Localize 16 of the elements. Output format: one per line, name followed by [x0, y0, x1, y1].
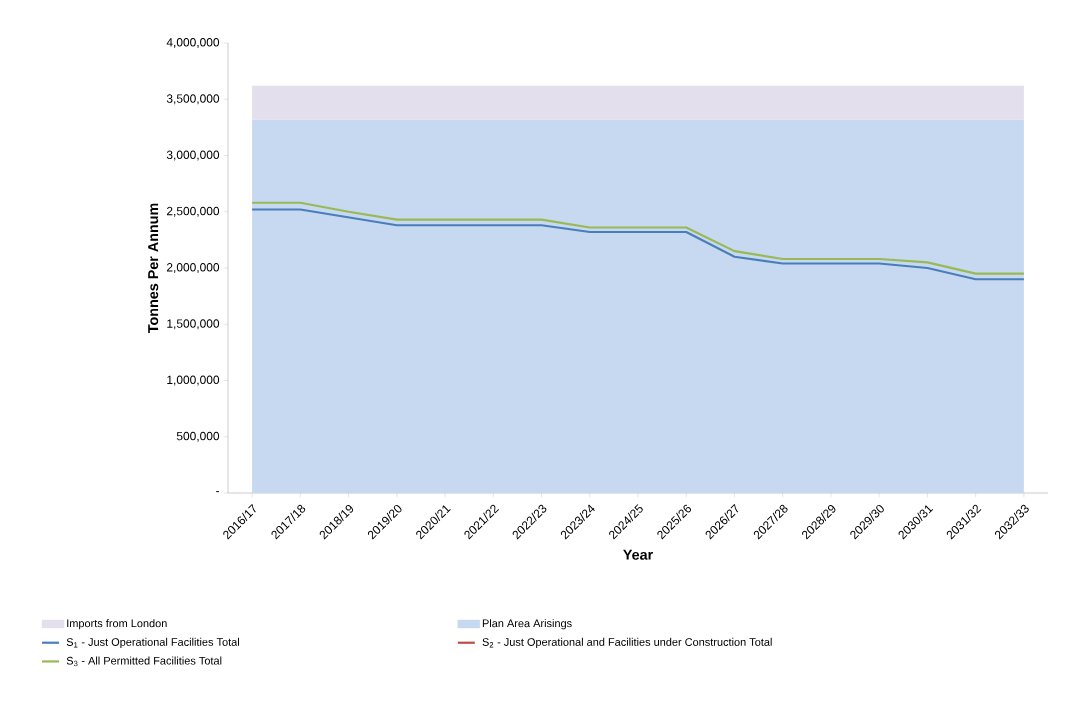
legend-label: S$_{2}$ - Just Operational and Facilities under Construction Total	[482, 637, 772, 649]
y-tick-label: 3,500,000	[166, 94, 220, 105]
legend-label: S$_{1}$ - Just Operational Facilities Total	[66, 637, 239, 649]
legend-label: S$_{3}$ - All Permitted Facilities Total	[66, 656, 222, 667]
y-axis-title: Tonnes Per Annum	[148, 203, 159, 334]
y-tick-label: 1,500,000	[167, 319, 220, 330]
legend-label: Plan Area Arisings	[482, 619, 572, 630]
y-tick-label: 1,000,000	[167, 375, 220, 386]
y-tick-label: 3,000,000	[166, 150, 220, 161]
legend-label: Imports from London	[67, 619, 167, 630]
y-tick-label: 2,500,000	[166, 206, 220, 217]
y-tick-label: 2,000,000	[166, 263, 220, 273]
y-tick-label: 500,000	[176, 431, 220, 442]
y-tick-label: 4,000,000	[166, 38, 220, 48]
y-tick-label: -	[216, 491, 220, 493]
x-axis-title: Year	[623, 549, 653, 560]
